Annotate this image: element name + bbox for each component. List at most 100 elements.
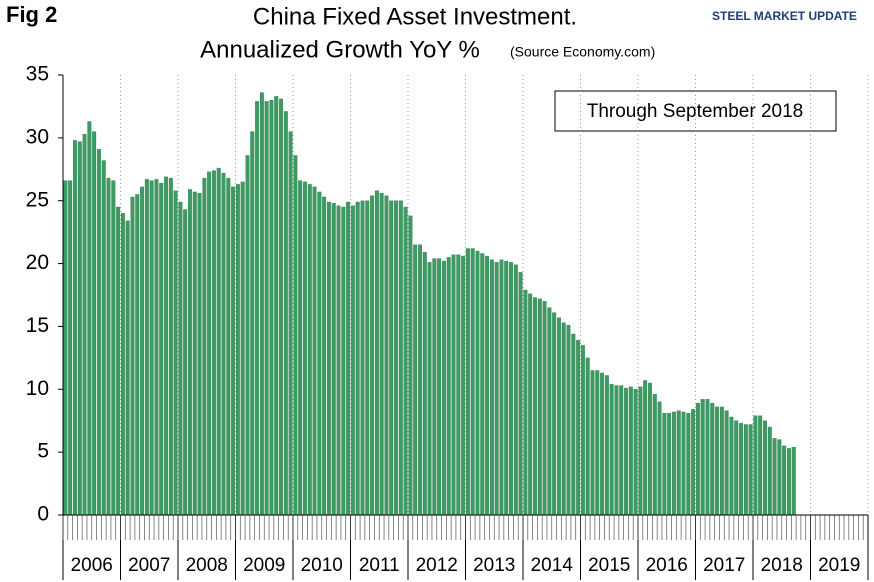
bar (767, 426, 772, 516)
bar (240, 181, 245, 516)
bar (303, 181, 307, 516)
bar (772, 438, 777, 516)
bar (753, 415, 758, 516)
bar (681, 411, 686, 516)
x-year-label: 2006 (71, 555, 113, 576)
bar (140, 186, 145, 516)
bar (432, 258, 437, 516)
bar (188, 189, 192, 516)
bar (739, 423, 743, 516)
bar (724, 410, 729, 516)
bar (614, 385, 619, 516)
bar (533, 297, 537, 516)
bar (178, 201, 183, 516)
bar (413, 244, 418, 516)
bar (600, 372, 605, 516)
bar (595, 370, 600, 516)
bar (226, 177, 231, 516)
source-note: (Source Economy.com) (510, 44, 655, 60)
chart-subtitle: Annualized Growth YoY % (200, 36, 480, 63)
bar (604, 375, 609, 516)
x-year-label: 2010 (301, 555, 343, 576)
bar (552, 312, 557, 516)
bar (87, 121, 92, 516)
bar (743, 424, 748, 516)
bar (346, 201, 351, 516)
bar (231, 186, 236, 516)
bar (676, 410, 681, 516)
bar (667, 413, 672, 516)
bar (168, 177, 173, 516)
bar (523, 289, 528, 516)
bar (73, 140, 77, 516)
x-year-label: 2012 (416, 555, 458, 576)
chart-title: China Fixed Asset Investment. (253, 3, 577, 30)
bar (259, 92, 264, 516)
bar (576, 340, 581, 516)
bar (786, 448, 791, 516)
bar (63, 180, 68, 516)
bar (628, 386, 633, 516)
bar (355, 201, 360, 516)
bar (379, 193, 384, 516)
bar (154, 179, 159, 516)
bar (298, 180, 303, 516)
bar (643, 380, 648, 516)
bar (274, 96, 279, 516)
bar (734, 420, 739, 516)
bar (427, 262, 432, 516)
bar (403, 206, 408, 516)
bar (715, 406, 720, 516)
bar (120, 213, 125, 516)
bar (398, 200, 403, 516)
bar (489, 259, 494, 516)
bar (116, 206, 121, 516)
x-year-label: 2009 (243, 555, 285, 576)
bar (288, 131, 293, 516)
bar (648, 382, 652, 516)
bar (461, 255, 466, 516)
bar (456, 254, 461, 516)
bar (408, 215, 413, 516)
bar (710, 402, 715, 516)
bar (130, 196, 135, 516)
bar (719, 406, 724, 516)
bar (537, 298, 542, 516)
bar (144, 179, 149, 516)
y-tick-label: 5 (37, 440, 49, 463)
bar (307, 184, 312, 516)
logo: STEEL MARKET UPDATE (712, 9, 857, 23)
bar (293, 155, 298, 516)
bar (782, 445, 787, 516)
y-tick-label: 0 (37, 503, 49, 526)
bar (441, 260, 446, 516)
bar (791, 446, 796, 516)
bar (207, 171, 212, 516)
bar (192, 191, 197, 516)
bar (451, 254, 456, 516)
bar (446, 257, 451, 516)
x-year-label: 2015 (588, 555, 630, 576)
bar (164, 176, 168, 516)
bar (245, 155, 250, 516)
x-year-label: 2008 (186, 555, 228, 576)
x-year-label: 2013 (473, 555, 515, 576)
bar (652, 394, 657, 516)
bar (763, 420, 767, 516)
bar (470, 248, 475, 516)
bar (585, 357, 590, 516)
y-tick-label: 35 (26, 63, 49, 86)
bar (283, 111, 288, 516)
bar (82, 133, 87, 516)
bar (264, 101, 269, 516)
bar (729, 416, 734, 516)
bar (374, 190, 379, 516)
bar (68, 180, 73, 516)
y-tick-label: 20 (26, 251, 49, 274)
bar (580, 345, 585, 516)
bar (216, 167, 221, 516)
bar (638, 386, 643, 516)
bar (111, 180, 116, 516)
bar (509, 262, 513, 516)
